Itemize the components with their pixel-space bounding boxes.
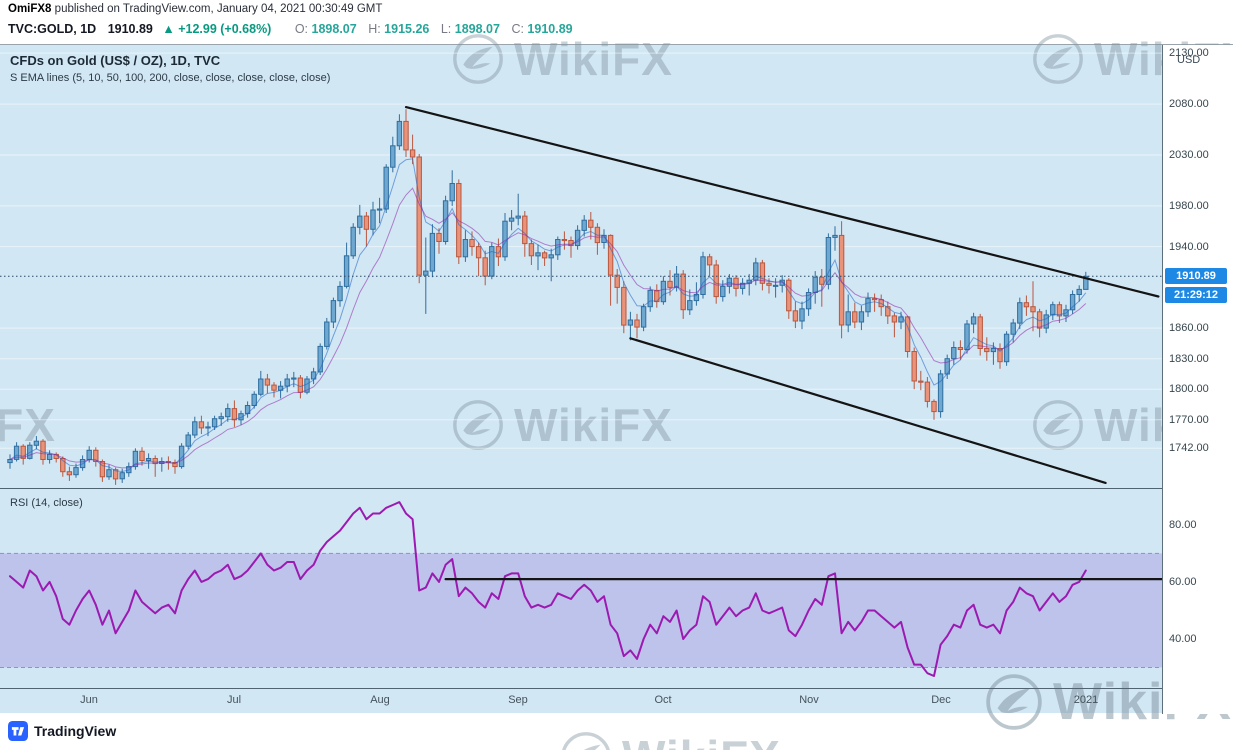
close-value: 1910.89 [527,22,573,36]
time-axis-label[interactable]: Sep [508,694,528,706]
rsi-chart-canvas[interactable] [0,489,1163,688]
price-axis-label: 2030.00 [1169,149,1209,161]
up-arrow-icon: ▲ [162,22,175,36]
pane-separator[interactable] [0,488,1163,489]
price-axis-label: 1800.00 [1169,383,1209,395]
last-price-value: 1910.89 [107,22,153,36]
time-axis-label[interactable]: 2021 [1073,694,1099,706]
time-axis-label[interactable]: Oct [654,694,672,706]
last-price-badge: 1910.89 [1165,268,1227,284]
price-axis-label: 2130.00 [1169,47,1209,59]
publish-info-bar: OmiFX8 published on TradingView.com, Jan… [0,0,1233,20]
price-chart-canvas[interactable] [0,45,1163,488]
price-axis-label: 1830.00 [1169,353,1209,365]
chart-widget: CFDs on Gold (US$ / OZ), 1D, TVC S EMA l… [0,44,1233,715]
time-axis-label[interactable]: Dec [931,694,951,706]
price-axis-label: 1770.00 [1169,414,1209,426]
high-label: H: [368,22,381,36]
publish-info-text: published on TradingView.com, January 04… [54,3,383,15]
chart-legend: CFDs on Gold (US$ / OZ), 1D, TVC S EMA l… [10,53,330,84]
price-axis-label: 1742.00 [1169,442,1209,454]
rsi-axis-label: 80.00 [1169,519,1197,531]
close-label: C: [511,22,524,36]
bar-countdown-badge: 21:29:12 [1165,287,1227,303]
time-axis-label[interactable]: Aug [370,694,390,706]
symbol-label: TVC:GOLD, 1D [8,22,97,36]
low-label: L: [440,22,452,36]
tradingview-brand-text: TradingView [34,723,117,739]
price-axis-label: 1860.00 [1169,322,1209,334]
price-change: ▲ +12.99 (+0.68%) [162,22,274,36]
low-value: 1898.07 [454,22,500,36]
price-axis[interactable]: USD 1910.89 21:29:12 2130.00 2080.00 2030.… [1162,45,1233,714]
high-value: 1915.26 [384,22,430,36]
time-axis-label[interactable]: Jul [226,694,242,706]
tradingview-brand-link[interactable]: TradingView [8,721,116,741]
rsi-indicator-label: RSI (14, close) [10,497,83,509]
time-axis-label[interactable]: Jun [80,694,98,706]
time-axis-label[interactable]: Nov [799,694,819,706]
rsi-axis-label: 60.00 [1169,576,1197,588]
price-axis-label: 2080.00 [1169,98,1209,110]
author-name: OmiFX8 [8,3,52,15]
footer-bar: TradingView [0,713,1233,750]
price-axis-label: 1980.00 [1169,200,1209,212]
price-axis-label: 1940.00 [1169,241,1209,253]
chart-indicator-subtitle: S EMA lines (5, 10, 50, 100, 200, close,… [10,72,331,84]
price-change-value: +12.99 (+0.68%) [178,22,272,36]
currency-label: USD [1177,54,1201,66]
time-axis-separator [0,688,1163,689]
open-label: O: [294,22,309,36]
rsi-axis-label: 40.00 [1169,633,1197,645]
quote-bar: TVC:GOLD, 1D 1910.89 ▲ +12.99 (+0.68%) O… [0,17,1233,49]
chart-title: CFDs on Gold (US$ / OZ), 1D, TVC [10,53,221,68]
open-value: 1898.07 [311,22,357,36]
tradingview-logo-icon [8,721,28,741]
